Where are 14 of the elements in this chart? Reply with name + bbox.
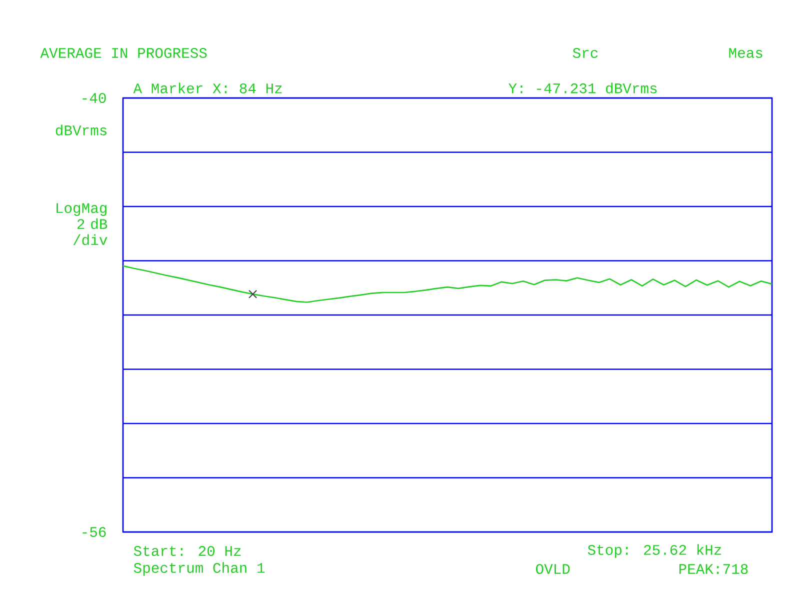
text: LogMag 2 dB /div bbox=[56, 203, 108, 246]
y-axis-title: dBVrms bbox=[56, 124, 107, 136]
text: Stop: 25.62 kHz bbox=[588, 544, 722, 558]
text: OVLD bbox=[536, 564, 570, 574]
text: Src bbox=[572, 48, 598, 58]
chart-title: AVERAGE IN PROGRESS bbox=[40, 48, 207, 58]
text: Meas bbox=[729, 48, 762, 58]
text: A Marker X: 84 Hz bbox=[133, 82, 282, 94]
text: Y: -47.231 dBVrms bbox=[508, 82, 657, 94]
y-tick-label: -40 bbox=[82, 93, 106, 103]
y-tick-label: -56 bbox=[82, 527, 106, 537]
text: PEAK:718 bbox=[679, 564, 748, 574]
text: Spectrum Chan 1 bbox=[134, 562, 265, 576]
text: Start: 20 Hz bbox=[134, 546, 241, 556]
